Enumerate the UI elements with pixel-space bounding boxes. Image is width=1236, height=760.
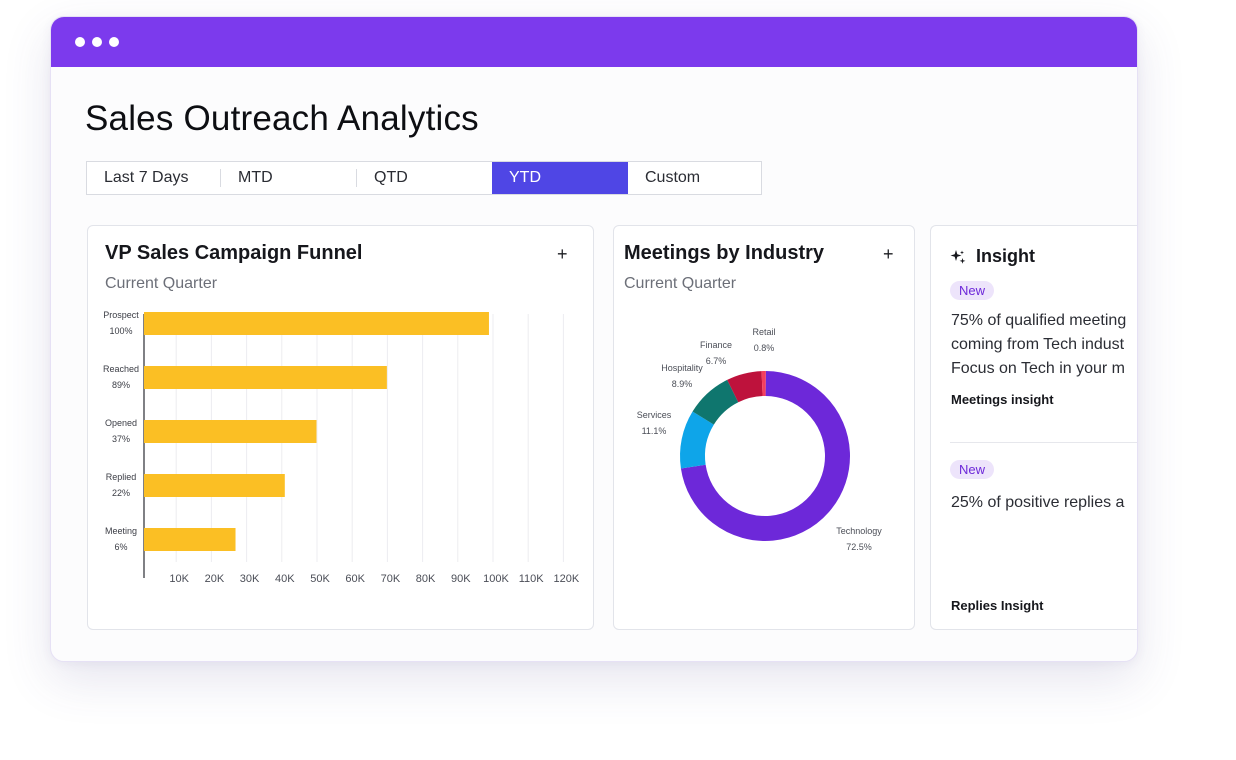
insight-card: Insight New 75% of qualified meeting com… [930,225,1137,630]
slice-pct-label: 6.7% [706,356,727,366]
card-title: VP Sales Campaign Funnel [105,242,363,264]
funnel-bar [144,420,317,443]
x-tick-label: 30K [240,573,260,585]
x-tick-label: 70K [381,573,401,585]
x-tick-label: 80K [416,573,436,585]
donut-slice [727,371,764,403]
tab-qtd[interactable]: QTD [357,162,492,194]
slice-pct-label: 72.5% [846,542,872,552]
slice-name-label: Retail [752,327,775,337]
card-subtitle: Current Quarter [624,275,737,292]
insight-line: coming from Tech indust [951,336,1125,353]
tab-label: YTD [509,169,541,186]
funnel-bar [144,312,489,335]
category-label: Opened [105,418,137,428]
tab-label: Custom [645,169,701,186]
x-tick-label: 50K [310,573,330,585]
window-dot [75,37,85,47]
replies-insight-label[interactable]: Replies Insight [951,598,1044,613]
category-label: Reached [103,364,139,374]
sparkle-icon [950,249,966,264]
tab-label: MTD [238,169,273,186]
insight-header: Insight [950,246,1035,267]
date-range-tabs: Last 7 Days MTD QTD YTD Custom [86,161,762,195]
category-percent-label: 100% [109,326,132,336]
slice-pct-label: 11.1% [642,426,667,436]
tab-label: Last 7 Days [104,169,189,186]
slice-pct-label: 0.8% [754,343,775,353]
insight-title: Insight [976,246,1035,266]
slice-name-label: Finance [700,340,732,350]
funnel-bar [144,366,387,389]
funnel-card: VP Sales Campaign Funnel Current Quarter… [87,225,594,630]
donut-slice [680,411,715,469]
industry-card: Meetings by Industry Current Quarter + T… [613,225,915,630]
page-title: Sales Outreach Analytics [85,99,479,138]
funnel-bar [144,474,285,497]
slice-name-label: Services [637,410,672,420]
x-tick-label: 10K [169,573,189,585]
category-percent-label: 22% [112,488,130,498]
new-badge: New [950,281,995,300]
add-button[interactable]: + [557,244,568,264]
insight-text: 75% of qualified meeting coming from Tec… [951,309,1137,381]
donut-slice [692,379,739,426]
funnel-bar [144,528,236,551]
tab-label: QTD [374,169,408,186]
tab-last-7-days[interactable]: Last 7 Days [87,162,221,194]
tab-custom[interactable]: Custom [628,162,761,194]
x-tick-label: 60K [345,573,365,585]
category-label: Prospect [103,310,139,320]
category-label: Meeting [105,526,137,536]
new-badge: New [950,460,995,479]
window-titlebar [51,17,1137,67]
x-tick-label: 100K [483,573,509,585]
meetings-insight-label[interactable]: Meetings insight [951,392,1054,407]
insight-line: Focus on Tech in your m [951,360,1126,377]
add-button[interactable]: + [883,244,894,264]
x-tick-label: 110K [519,573,545,585]
x-tick-label: 40K [275,573,295,585]
x-tick-label: 90K [451,573,471,585]
card-title: Meetings by Industry [624,242,825,264]
insight-text: 25% of positive replies a [951,491,1137,515]
tab-ytd[interactable]: YTD [492,162,628,194]
window-dot [109,37,119,47]
category-label: Replied [106,472,137,482]
donut-slice [680,371,850,541]
category-percent-label: 6% [114,542,127,552]
funnel-chart: 10K 20K 30K 40K 50K 60K 70K 80K 90K 100K 110K 120K P… [103,310,580,585]
insight-line: 75% of qualified meeting [951,312,1127,329]
tab-mtd[interactable]: MTD [221,162,357,194]
x-tick-label: 120K [554,573,580,585]
category-percent-label: 37% [112,434,130,444]
card-subtitle: Current Quarter [105,275,218,292]
app-window: Sales Outreach Analytics Last 7 Days MTD… [50,16,1138,662]
slice-pct-label: 8.9% [672,379,693,389]
category-percent-label: 89% [112,380,130,390]
slice-name-label: Technology [836,526,882,536]
slice-name-label: Hospitality [661,363,703,373]
insight-line: 25% of positive replies a [951,494,1125,511]
divider [950,442,1137,443]
x-tick-label: 20K [205,573,225,585]
window-dot [92,37,102,47]
industry-donut-chart: Technology 72.5% Services 11.1% Hospitality 8… [637,327,883,552]
